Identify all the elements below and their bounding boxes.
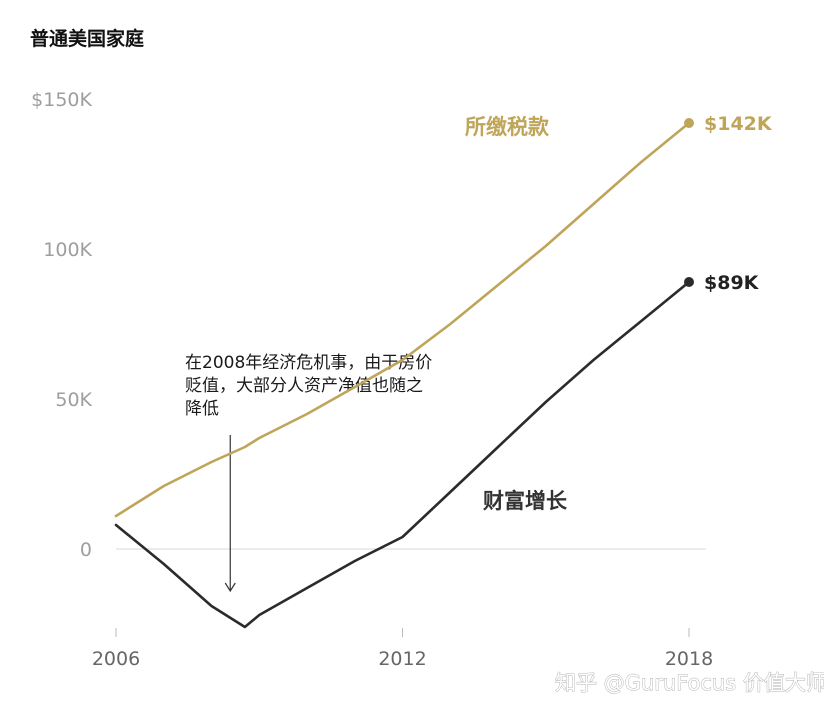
annotation-line-1: 在2008年经济危机事，由于房价	[185, 353, 432, 373]
annotation-line-3: 降低	[185, 399, 219, 419]
annotation-line-2: 贬值，大部分人资产净值也随之	[185, 376, 423, 396]
series-line-1	[114, 280, 691, 629]
x-tick-label: 2006	[92, 648, 140, 670]
x-tick-label: 2018	[665, 648, 713, 670]
annotation-arrowhead	[224, 582, 236, 593]
chart-title: 普通美国家庭	[30, 27, 144, 50]
y-axis-ticks: 0 50K 100K $150K	[31, 89, 92, 561]
series-layer: $142K $89K	[114, 113, 773, 629]
y-tick-label: 0	[80, 539, 92, 561]
watermark: 知乎 @GuruFocus 价值大师	[555, 671, 824, 695]
x-tick-label: 2012	[378, 648, 426, 670]
series-end-point-0	[684, 118, 694, 128]
x-axis-ticks: 2006 2012 2018	[92, 628, 713, 670]
series-label-wealth: 财富增长	[483, 489, 568, 513]
annotation: 在2008年经济危机事，由于房价 贬值，大部分人资产净值也随之 降低	[185, 353, 432, 593]
y-tick-label: $150K	[31, 89, 92, 111]
y-tick-label: 50K	[55, 389, 92, 411]
series-end-label-1: $89K	[704, 272, 760, 294]
y-tick-label: 100K	[43, 239, 92, 261]
series-end-point-1	[684, 277, 694, 287]
series-label-taxes: 所缴税款	[465, 115, 550, 139]
series-line-0	[114, 121, 691, 518]
series-end-label-0: $142K	[704, 113, 773, 135]
